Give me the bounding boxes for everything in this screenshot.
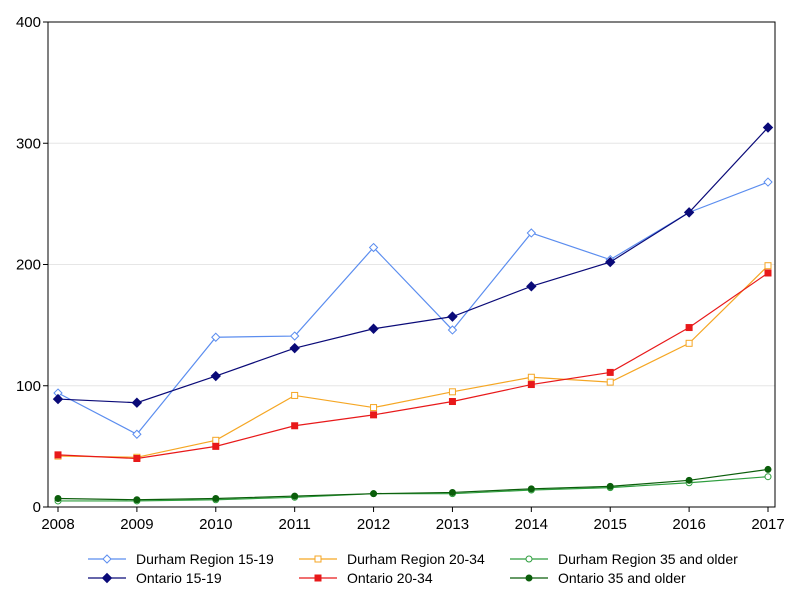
series-group bbox=[52, 122, 774, 505]
data-point bbox=[291, 391, 299, 399]
legend-label: Durham Region 15-19 bbox=[136, 551, 274, 567]
legend-marker bbox=[525, 574, 533, 582]
data-point bbox=[370, 490, 378, 498]
data-point bbox=[54, 451, 62, 459]
data-point bbox=[606, 378, 614, 386]
data-point bbox=[448, 488, 456, 496]
legend-marker bbox=[101, 572, 113, 584]
data-point bbox=[447, 325, 458, 335]
data-point bbox=[606, 482, 614, 490]
x-tick-label: 2016 bbox=[672, 516, 705, 533]
data-point bbox=[132, 429, 142, 439]
y-tick-label: 0 bbox=[33, 499, 41, 516]
data-point bbox=[762, 122, 774, 133]
x-tick-label: 2014 bbox=[515, 516, 548, 533]
data-point bbox=[368, 323, 379, 334]
x-tick-label: 2008 bbox=[41, 516, 74, 533]
y-tick-label: 200 bbox=[16, 257, 41, 274]
data-point bbox=[763, 177, 773, 187]
data-point bbox=[764, 262, 772, 270]
x-tick-label: 2013 bbox=[436, 516, 469, 533]
legend-item: Ontario 20-34 bbox=[299, 570, 433, 586]
data-point bbox=[685, 324, 693, 332]
data-point bbox=[527, 485, 535, 493]
x-tick-label: 2009 bbox=[120, 516, 153, 533]
data-point bbox=[131, 397, 143, 408]
data-point bbox=[605, 256, 616, 268]
x-tick-label: 2012 bbox=[357, 516, 390, 533]
data-point bbox=[210, 370, 221, 382]
data-point bbox=[54, 495, 62, 503]
x-tick-label: 2010 bbox=[199, 516, 232, 533]
data-point bbox=[212, 495, 220, 503]
series-line bbox=[57, 181, 769, 436]
series-ontario-15-19 bbox=[52, 122, 774, 408]
data-point bbox=[685, 476, 693, 484]
data-point bbox=[370, 411, 378, 419]
legend-item: Durham Region 20-34 bbox=[299, 551, 485, 567]
data-point bbox=[291, 422, 299, 430]
data-point bbox=[526, 228, 537, 238]
series-line bbox=[57, 127, 769, 404]
x-tick-label: 2015 bbox=[594, 516, 627, 533]
legend-item: Durham Region 15-19 bbox=[88, 551, 274, 567]
legend-label: Ontario 35 and older bbox=[558, 570, 686, 586]
data-point bbox=[211, 332, 221, 342]
legend-label: Ontario 20-34 bbox=[347, 570, 433, 586]
data-point bbox=[289, 331, 300, 341]
data-point bbox=[212, 436, 220, 444]
data-point bbox=[448, 388, 456, 396]
x-tick-label: 2011 bbox=[279, 516, 311, 533]
legend-item: Ontario 35 and older bbox=[510, 570, 686, 586]
legend-label: Durham Region 20-34 bbox=[347, 551, 485, 567]
x-tick-label: 2017 bbox=[751, 516, 784, 533]
legend-item: Durham Region 35 and older bbox=[510, 551, 738, 567]
series-ontario-35-and-older bbox=[54, 465, 772, 504]
legend-marker bbox=[314, 574, 322, 582]
series-line bbox=[57, 272, 769, 460]
data-point bbox=[606, 368, 614, 376]
data-point bbox=[527, 381, 535, 389]
data-point bbox=[368, 242, 379, 253]
data-point bbox=[52, 393, 64, 405]
y-tick-label: 300 bbox=[16, 135, 41, 152]
data-point bbox=[526, 281, 537, 292]
data-point bbox=[133, 496, 141, 504]
series-ontario-20-34 bbox=[54, 269, 772, 462]
data-point bbox=[448, 398, 456, 406]
legend-label: Durham Region 35 and older bbox=[558, 551, 738, 567]
legend-label: Ontario 15-19 bbox=[136, 570, 222, 586]
legend-item: Ontario 15-19 bbox=[88, 570, 222, 586]
data-point bbox=[685, 339, 693, 347]
data-point bbox=[291, 492, 299, 500]
data-point bbox=[683, 207, 695, 218]
legend-marker bbox=[314, 555, 322, 563]
legend-marker bbox=[102, 554, 112, 564]
data-point bbox=[212, 442, 220, 450]
data-point bbox=[764, 473, 772, 481]
data-point bbox=[133, 455, 141, 462]
legend: Durham Region 15-19 Durham Region 20-34 Du… bbox=[88, 551, 738, 586]
series-line bbox=[57, 468, 769, 501]
data-point bbox=[370, 404, 378, 412]
y-tick-label: 400 bbox=[16, 14, 41, 31]
gridlines bbox=[48, 142, 775, 387]
data-point bbox=[527, 373, 535, 381]
series-line bbox=[57, 265, 769, 458]
series-line bbox=[58, 476, 769, 502]
legend-marker bbox=[525, 555, 533, 563]
data-point bbox=[764, 465, 772, 473]
y-tick-label: 100 bbox=[16, 378, 41, 395]
axes: 0 100 200 300 400 2008 2009 2010 2011 2012 2013 201… bbox=[16, 14, 785, 533]
data-point bbox=[447, 311, 458, 322]
data-point bbox=[764, 269, 772, 277]
data-point bbox=[289, 342, 300, 354]
